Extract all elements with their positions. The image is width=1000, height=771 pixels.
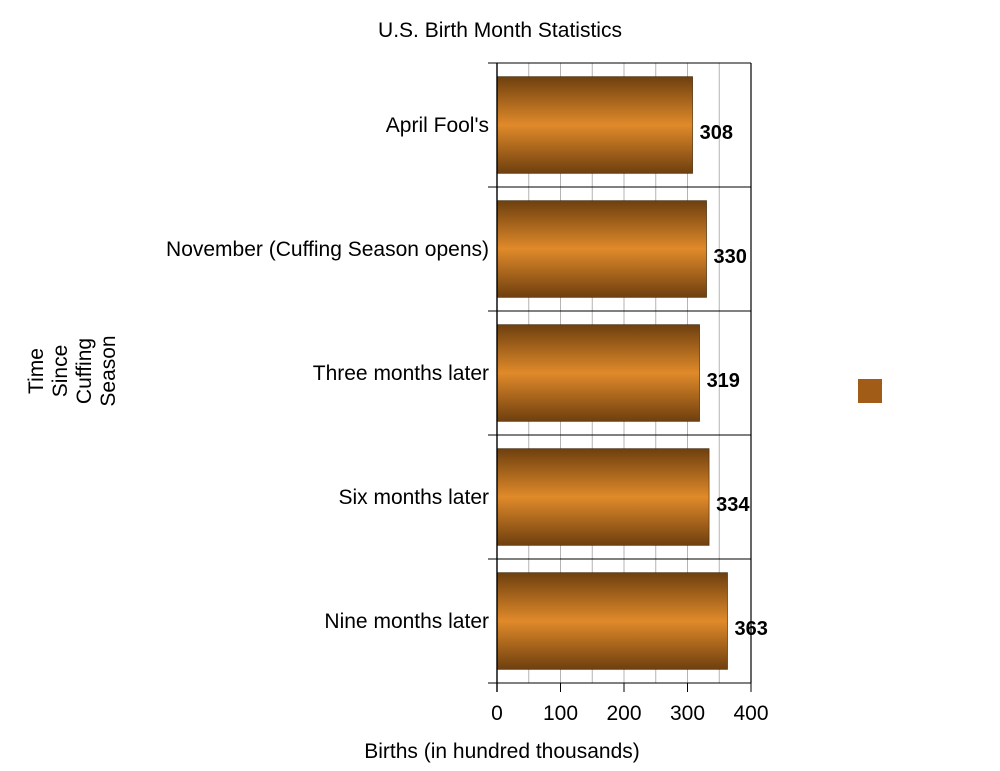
x-tick-labels: 0 100 200 300 400 (491, 702, 768, 725)
x-tick-label: 400 (733, 702, 768, 725)
bar (496, 324, 700, 422)
category-label: Three months later (313, 362, 489, 385)
x-tick-label: 100 (543, 702, 578, 725)
value-labels: 308 330 319 334 363 (700, 122, 768, 640)
category-label: Nine months later (324, 610, 489, 633)
y-axis-label-line: Time (25, 348, 48, 394)
y-axis-label-line: Cuffing (73, 338, 96, 404)
data-label: 363 (735, 618, 768, 640)
bar (496, 200, 707, 298)
chart-title: U.S. Birth Month Statistics (378, 19, 622, 42)
x-tick-label: 200 (606, 702, 641, 725)
bars (496, 76, 728, 670)
y-axis-label-line: Season (97, 335, 120, 406)
category-label: November (Cuffing Season opens) (166, 238, 489, 261)
data-label: 330 (714, 246, 747, 268)
x-tick-label: 0 (491, 702, 503, 725)
legend-swatch (858, 379, 882, 403)
data-label: 334 (716, 494, 750, 516)
category-label: April Fool's (386, 114, 489, 137)
data-label: 319 (707, 370, 740, 392)
category-label: Six months later (338, 486, 489, 509)
y-axis-label: Time Since Cuffing Season (25, 335, 120, 406)
data-label: 308 (700, 122, 733, 144)
y-axis-label-line: Since (49, 345, 72, 398)
x-axis-label: Births (in hundred thousands) (364, 740, 640, 763)
category-labels: April Fool's November (Cuffing Season ope… (166, 114, 489, 633)
axes (488, 62, 752, 692)
bar (496, 572, 728, 670)
bar (496, 76, 693, 174)
bar (496, 448, 710, 546)
x-tick-label: 300 (670, 702, 705, 725)
